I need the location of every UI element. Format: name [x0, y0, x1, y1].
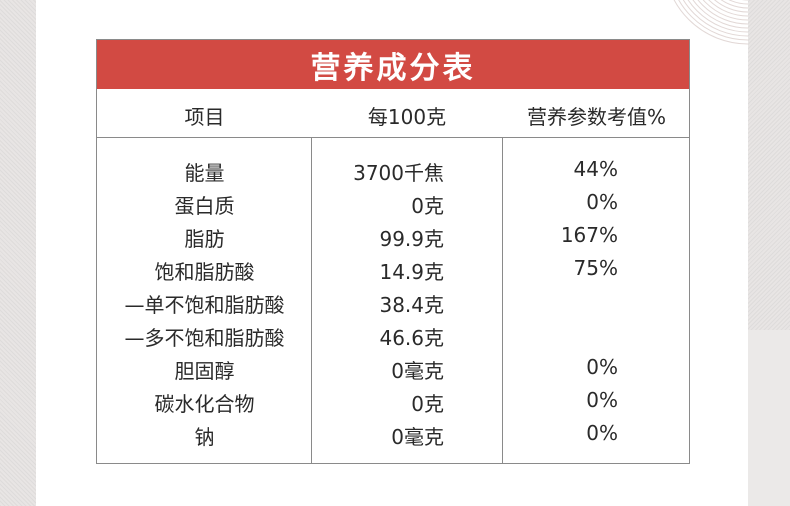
- nutrient-name: 胆固醇: [174, 359, 235, 383]
- table-row: 胆固醇 0毫克 0%: [97, 355, 689, 388]
- nutrient-amount: 99.9克: [379, 227, 444, 251]
- table-header-row: 项目 每100克 营养参数考值%: [97, 89, 689, 138]
- table-body: 能量 3700千焦 44% 蛋白质 0克 0% 脂肪 99.9克 167% 饱和…: [97, 138, 689, 464]
- nutrient-nrv: 0%: [586, 421, 618, 445]
- nutrient-name: 饱和脂肪酸: [154, 260, 255, 284]
- nutrient-name: 脂肪: [184, 227, 225, 251]
- table-title: 营养成分表: [97, 40, 689, 89]
- nutrient-amount: 0毫克: [391, 359, 444, 383]
- nutrient-name: —单不饱和脂肪酸: [124, 293, 285, 317]
- table-row: 碳水化合物 0克 0%: [97, 388, 689, 421]
- nutrient-name: —多不饱和脂肪酸: [124, 326, 285, 350]
- background-texture-left: [0, 0, 36, 506]
- nutrient-amount: 3700千焦: [353, 161, 444, 185]
- nutrient-amount: 38.4克: [379, 293, 444, 317]
- table-row: 能量 3700千焦 44%: [97, 157, 689, 190]
- nutrient-name: 蛋白质: [174, 194, 235, 218]
- column-divider: [311, 138, 312, 464]
- background-texture-right: [748, 0, 790, 330]
- nutrient-nrv: 0%: [586, 190, 618, 214]
- nutrient-amount: 14.9克: [379, 260, 444, 284]
- header-item: 项目: [184, 105, 225, 129]
- nutrient-amount: 0毫克: [391, 425, 444, 449]
- nutrition-table: 营养成分表 项目 每100克 营养参数考值% 能量 3700千焦 44% 蛋白质…: [96, 39, 690, 464]
- nutrient-nrv: 75%: [573, 256, 618, 280]
- column-divider: [502, 138, 503, 464]
- nutrient-amount: 0克: [411, 392, 444, 416]
- nutrient-amount: 46.6克: [379, 326, 444, 350]
- nutrient-amount: 0克: [411, 194, 444, 218]
- table-row: 饱和脂肪酸 14.9克 75%: [97, 256, 689, 289]
- table-row: 蛋白质 0克 0%: [97, 190, 689, 223]
- table-row: —单不饱和脂肪酸 38.4克: [97, 289, 689, 322]
- nutrient-nrv: 44%: [573, 157, 618, 181]
- table-row: 钠 0毫克 0%: [97, 421, 689, 454]
- nutrient-nrv: 167%: [560, 223, 618, 247]
- header-per-100g: 每100克: [367, 105, 447, 129]
- header-nrv: 营养参数考值%: [526, 105, 666, 129]
- nutrient-name: 能量: [184, 161, 225, 185]
- nutrient-nrv: 0%: [586, 388, 618, 412]
- nutrient-nrv: 0%: [586, 355, 618, 379]
- table-row: —多不饱和脂肪酸 46.6克: [97, 322, 689, 355]
- nutrient-name: 碳水化合物: [154, 392, 255, 416]
- nutrient-name: 钠: [194, 425, 215, 449]
- table-row: 脂肪 99.9克 167%: [97, 223, 689, 256]
